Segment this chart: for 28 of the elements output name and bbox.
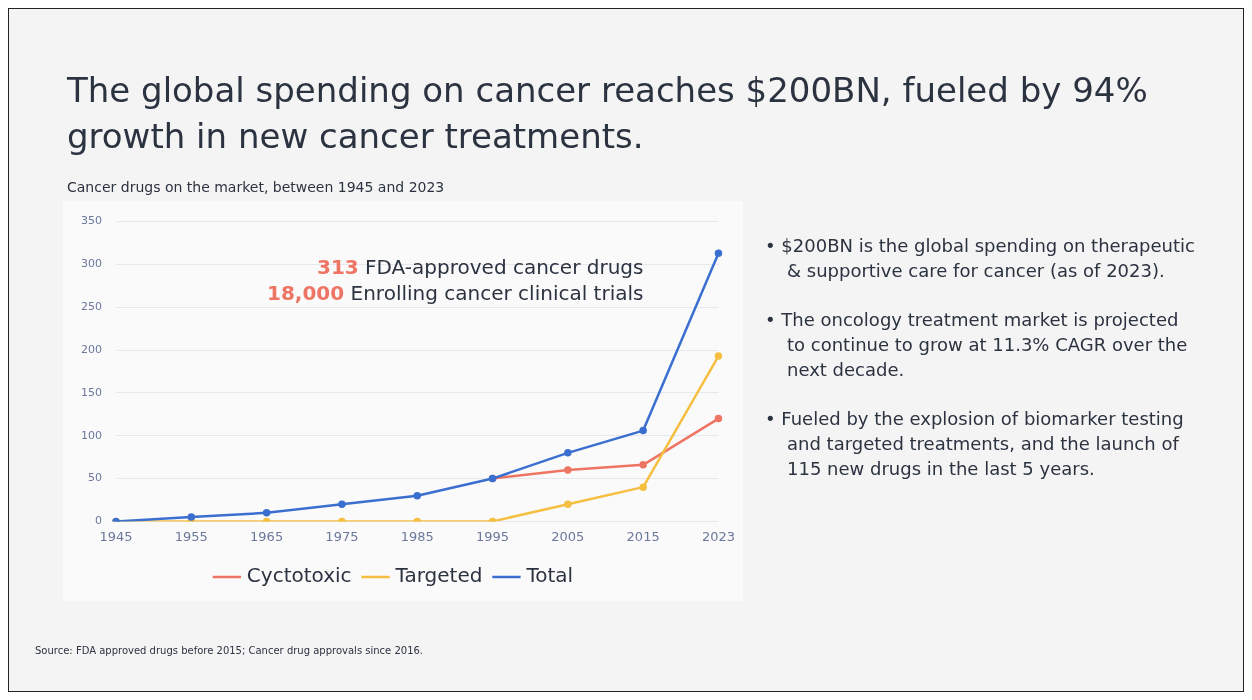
- y-tick-label: 350: [81, 214, 102, 228]
- x-tick-label: 1975: [325, 528, 359, 544]
- annotation: 18,000 Enrolling cancer clinical trials: [267, 280, 644, 305]
- x-tick-label: 1965: [250, 528, 284, 544]
- source-note: Source: FDA approved drugs before 2015; Cancer drug approvals since 2016.: [35, 645, 424, 656]
- chart-title: The global spending on cancer reaches $200BN, fueled by 94% growth in new cancer treatments.: [67, 69, 1149, 158]
- x-tick-label: 2005: [551, 528, 585, 544]
- text: • The oncology treatment market is projected to continue to grow at 11.3% CAGR over the next decade.: [765, 308, 1189, 382]
- chart-subtitle: Cancer drugs on the market, between 1945 and 2023: [67, 179, 445, 195]
- y-tick-label: 300: [81, 257, 102, 271]
- annotation: 313 FDA-approved cancer drugs: [316, 254, 644, 279]
- x-tick-label: 1985: [400, 528, 434, 544]
- legend-label: Total: [525, 563, 574, 588]
- legend-label: Cyctotoxic: [246, 563, 352, 588]
- text: • Fueled by the explosion of biomarker testing and targeted treatments, and the launch of 115 new drugs in the last 5 years.: [765, 407, 1185, 481]
- legend-label: Targeted: [394, 563, 483, 588]
- y-tick-label: 150: [81, 385, 102, 399]
- y-tick-label: 0: [95, 514, 102, 528]
- x-tick-label: 1995: [475, 528, 510, 544]
- y-tick-label: 50: [88, 471, 102, 485]
- x-tick-label: 2015: [626, 528, 660, 544]
- x-tick-label: 1945: [99, 528, 133, 544]
- y-tick-label: 200: [81, 342, 102, 356]
- x-tick-label: 2023: [701, 528, 735, 544]
- x-tick-label: 1955: [174, 528, 208, 544]
- y-tick-label: 250: [81, 300, 102, 314]
- text: • $200BN is the global spending on therapeutic & supportive care for cancer (as of 2023).: [765, 234, 1195, 283]
- y-tick-label: 100: [81, 428, 102, 442]
